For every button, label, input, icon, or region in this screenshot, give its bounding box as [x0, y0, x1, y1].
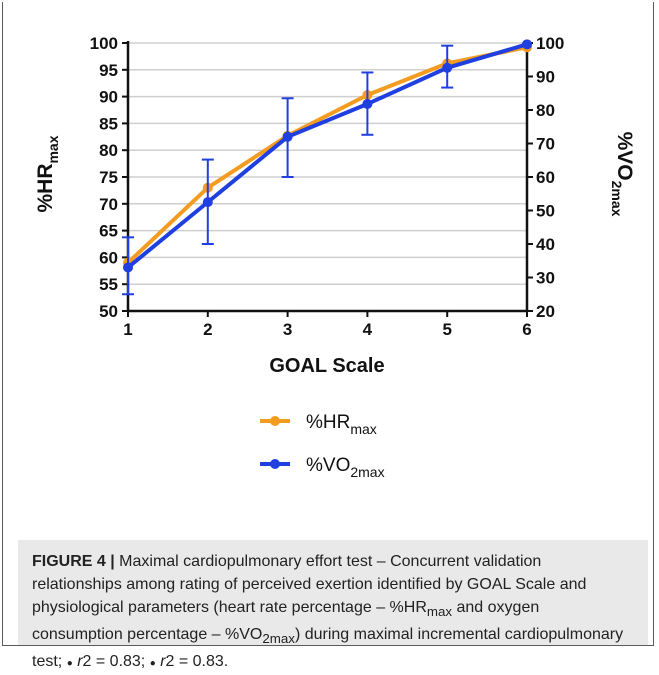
caption-r2: 2 = 0.83.: [165, 653, 229, 671]
y-axis-left-label: %HRmax: [34, 135, 61, 212]
data-point-vo2: [442, 62, 453, 73]
y-left-tick-label: 60: [99, 248, 118, 267]
y-left-tick-label: 50: [99, 302, 118, 321]
data-point-vo2: [202, 197, 213, 208]
legend-item-hr: %HRmax: [260, 412, 377, 437]
axes-layer: 5055606570758085909510020304050607080901…: [90, 34, 565, 339]
chart: 5055606570758085909510020304050607080901…: [34, 34, 636, 480]
y-right-tick-label: 90: [536, 68, 555, 87]
y-right-tick-label: 80: [536, 101, 555, 120]
caption-bullet-2: ●: [149, 658, 156, 670]
data-point-vo2: [362, 98, 373, 109]
y-axis-right-label: %VO2max: [609, 132, 636, 217]
grid-layer: [128, 42, 527, 312]
y-left-tick-label: 95: [99, 61, 118, 80]
caption-text-2: and oxygen consumption percentage – %VO: [32, 599, 540, 644]
y-left-tick-label: 80: [99, 141, 118, 160]
y-left-tick-label: 75: [99, 168, 118, 187]
x-tick-label: 2: [203, 320, 212, 339]
caption-sub-hr: max: [426, 604, 453, 620]
x-tick-label: 5: [442, 320, 451, 339]
legend-swatch-hr-marker: [270, 416, 280, 426]
y-right-tick-label: 60: [536, 168, 555, 187]
series-layer: [122, 39, 532, 296]
caption-sub-vo2: 2max: [262, 631, 295, 647]
y-right-tick-label: 40: [536, 235, 555, 254]
legend-label-vo2: %VO2max: [306, 455, 385, 480]
y-right-tick-label: 50: [536, 202, 555, 221]
series-line-vo2: [126, 42, 528, 269]
y-right-tick-label: 70: [536, 135, 555, 154]
data-point-vo2: [123, 262, 133, 273]
y-left-tick-label: 70: [99, 195, 118, 214]
y-left-tick-label: 65: [99, 222, 118, 241]
x-tick-label: 4: [363, 320, 373, 339]
legend-swatch-vo2-marker: [270, 459, 280, 469]
caption-text: Maximal cardiopulmonary effort test – Co…: [32, 553, 587, 616]
legend-label-hr: %HRmax: [306, 412, 377, 437]
x-tick-label: 6: [522, 320, 531, 339]
figure-frame: [2, 2, 654, 646]
data-point-vo2: [522, 39, 532, 50]
y-left-tick-label: 100: [90, 34, 118, 53]
legend-item-vo2: %VO2max: [260, 455, 385, 480]
caption-label: FIGURE 4 |: [32, 553, 115, 570]
series-line-hr: [126, 45, 528, 265]
caption-r1: 2 = 0.83;: [82, 653, 150, 671]
data-point-vo2: [282, 131, 293, 142]
y-right-tick-label: 20: [536, 302, 555, 321]
x-tick-label: 1: [123, 320, 132, 339]
figure-caption: FIGURE 4 | Maximal cardiopulmonary effor…: [18, 540, 648, 670]
x-axis-label: GOAL Scale: [269, 355, 384, 377]
y-left-tick-label: 90: [99, 88, 118, 107]
x-tick-label: 3: [283, 320, 292, 339]
y-left-tick-label: 85: [99, 114, 118, 133]
legend: %HRmax %VO2max: [260, 412, 385, 480]
y-left-tick-label: 55: [99, 275, 118, 294]
caption-bullet-1: ●: [66, 658, 73, 670]
y-right-tick-label: 100: [536, 34, 564, 53]
y-right-tick-label: 30: [536, 269, 555, 288]
